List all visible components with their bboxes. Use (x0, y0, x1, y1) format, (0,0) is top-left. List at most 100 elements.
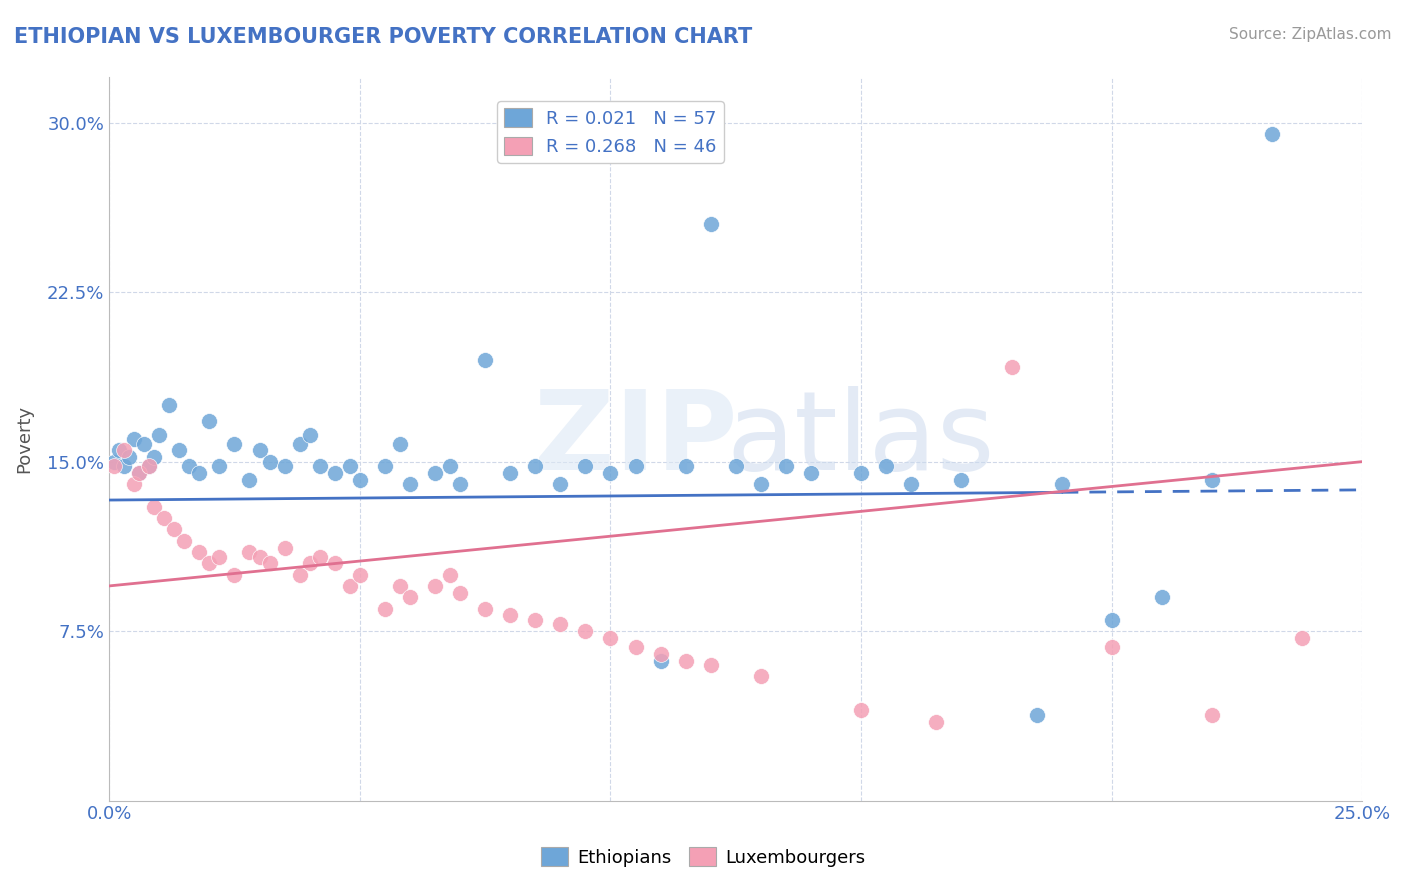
Point (103, 459, 125, 474)
Point (138, 459, 160, 474)
Point (273, 459, 295, 474)
Point (1291, 631, 1313, 645)
Point (474, 601, 496, 615)
Point (122, 432, 145, 446)
Point (153, 511, 176, 525)
Point (323, 466, 346, 480)
Point (650, 647, 672, 661)
Point (298, 557, 321, 571)
Point (474, 353, 496, 368)
Point (339, 459, 361, 474)
Point (138, 459, 160, 474)
Text: ETHIOPIAN VS LUXEMBOURGER POVERTY CORRELATION CHART: ETHIOPIAN VS LUXEMBOURGER POVERTY CORREL… (14, 27, 752, 46)
Point (950, 473, 973, 487)
Point (925, 714, 948, 729)
Point (399, 477, 422, 491)
Point (103, 455, 125, 469)
Legend: Ethiopians, Luxembourgers: Ethiopians, Luxembourgers (533, 840, 873, 874)
Point (1150, 591, 1173, 605)
Point (775, 459, 797, 474)
Point (288, 436, 311, 450)
Point (298, 427, 321, 442)
Point (122, 477, 145, 491)
Point (624, 459, 647, 474)
Point (238, 545, 260, 559)
Point (749, 477, 772, 491)
Point (1201, 707, 1223, 722)
Point (574, 624, 596, 639)
Point (374, 601, 396, 615)
Point (128, 466, 150, 480)
Point (524, 613, 547, 627)
Point (550, 617, 572, 632)
Text: atlas: atlas (727, 385, 995, 492)
Point (1025, 707, 1047, 722)
Point (900, 477, 922, 491)
Point (224, 567, 246, 582)
Point (1261, 127, 1284, 141)
Point (198, 557, 221, 571)
Point (699, 658, 721, 673)
Point (188, 466, 211, 480)
Point (675, 653, 697, 667)
Point (650, 653, 672, 667)
Point (323, 557, 346, 571)
Legend: R = 0.021   N = 57, R = 0.268   N = 46: R = 0.021 N = 57, R = 0.268 N = 46 (498, 101, 724, 163)
Point (550, 477, 572, 491)
Point (1101, 640, 1123, 654)
Point (224, 436, 246, 450)
Point (675, 459, 697, 474)
Point (499, 608, 522, 623)
Point (163, 523, 186, 537)
Point (112, 459, 135, 474)
Point (128, 466, 150, 480)
Point (399, 591, 422, 605)
Point (349, 567, 371, 582)
Point (198, 414, 221, 428)
Point (1201, 473, 1223, 487)
Point (249, 443, 271, 458)
Point (143, 450, 166, 464)
Point (388, 436, 411, 450)
Point (349, 473, 371, 487)
Point (388, 579, 411, 593)
Point (134, 436, 156, 450)
Point (599, 466, 621, 480)
Point (143, 500, 166, 514)
Point (173, 533, 195, 548)
Point (259, 455, 281, 469)
Point (208, 549, 231, 564)
Point (439, 459, 461, 474)
Point (875, 459, 897, 474)
Point (308, 459, 330, 474)
Point (148, 427, 170, 442)
Point (1050, 477, 1073, 491)
Point (423, 466, 446, 480)
Point (849, 466, 872, 480)
Point (238, 473, 260, 487)
Text: ZIP: ZIP (534, 385, 737, 492)
Point (157, 398, 180, 412)
Point (308, 549, 330, 564)
Point (374, 459, 396, 474)
Point (112, 443, 135, 458)
Point (423, 579, 446, 593)
Point (208, 459, 231, 474)
Point (749, 669, 772, 683)
Point (724, 459, 747, 474)
Point (599, 631, 621, 645)
Point (1101, 613, 1123, 627)
Point (849, 703, 872, 717)
Point (524, 459, 547, 474)
Point (449, 477, 471, 491)
Point (439, 567, 461, 582)
Point (249, 549, 271, 564)
Point (574, 459, 596, 474)
Point (273, 541, 295, 555)
Point (169, 443, 191, 458)
Point (699, 217, 721, 231)
Point (1000, 359, 1022, 374)
Point (108, 443, 131, 458)
Point (449, 585, 471, 599)
Point (339, 579, 361, 593)
